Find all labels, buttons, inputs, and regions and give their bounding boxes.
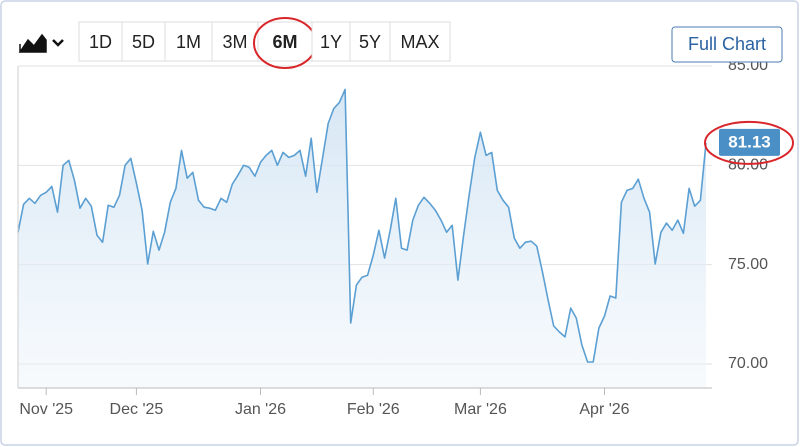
x-tick-label: Feb '26 xyxy=(347,401,400,418)
range-button[interactable] xyxy=(121,21,166,62)
full-chart-label: Full Chart xyxy=(688,34,766,54)
chevron xyxy=(52,39,64,47)
range-button[interactable] xyxy=(211,21,259,62)
range-button[interactable] xyxy=(78,21,123,62)
range-label: 6M xyxy=(272,32,297,52)
x-tick-label: Dec '25 xyxy=(110,401,164,418)
full-chart-button[interactable] xyxy=(671,26,783,63)
range-label: 1D xyxy=(89,32,112,52)
x-tick-label: Apr '26 xyxy=(579,401,629,418)
range-button[interactable] xyxy=(389,21,451,62)
y-tick-label: 70.00 xyxy=(728,355,768,372)
y-tick-label: 75.00 xyxy=(728,256,768,273)
x-tick-label: Jan '26 xyxy=(235,401,286,418)
area xyxy=(18,89,706,389)
last-price-box xyxy=(719,128,780,156)
highlight-circle xyxy=(704,120,794,165)
range-label: 5Y xyxy=(359,32,381,52)
range-button[interactable] xyxy=(164,21,213,62)
y-tick-label: 80.00 xyxy=(728,157,768,174)
range-label: 1Y xyxy=(320,32,342,52)
x-tick-label: Nov '25 xyxy=(19,401,73,418)
price-line xyxy=(17,88,707,363)
chart-type-icon[interactable] xyxy=(18,33,47,53)
range-label: MAX xyxy=(400,32,439,52)
range-button[interactable] xyxy=(311,21,351,62)
x-tick-label: Mar '26 xyxy=(454,401,507,418)
last-price-label: 81.13 xyxy=(728,132,771,151)
range-button[interactable] xyxy=(349,21,391,62)
range-label: 1M xyxy=(176,32,201,52)
toolbar: 1D 5D 1M 3M 6M 1Y 5Y MAX Full Chart xyxy=(14,17,783,69)
range-label: 3M xyxy=(222,32,247,52)
range-label: 5D xyxy=(132,32,155,52)
